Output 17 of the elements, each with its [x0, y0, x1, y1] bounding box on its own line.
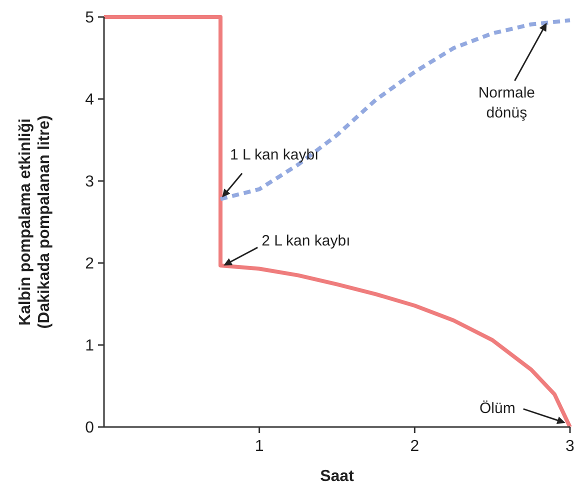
- y-tick-label: 5: [85, 10, 94, 27]
- line-series: [102, 15, 572, 429]
- line-series: [218, 18, 572, 202]
- y-tick-label: 2: [85, 256, 94, 273]
- annotation: 2 L kan kaybı: [262, 232, 350, 250]
- x-tick-label: 3: [566, 438, 575, 455]
- y-tick-label: 3: [85, 174, 94, 191]
- y-tick-label: 0: [85, 420, 94, 437]
- y-tick-label: 4: [85, 92, 94, 109]
- y-tick-label: 1: [85, 338, 94, 355]
- annotation: 1 L kan kaybı: [230, 146, 319, 164]
- x-axis-title: Saat: [320, 468, 355, 485]
- annotation: Ölüm: [479, 400, 516, 417]
- x-tick-label: 2: [410, 438, 420, 455]
- y-axis-title: Kalbin pompalama etkinliği (Dakikada pompalanan litre): [17, 115, 53, 329]
- annotation: Normale dönüş: [478, 84, 536, 122]
- x-tick-label: 1: [254, 438, 264, 455]
